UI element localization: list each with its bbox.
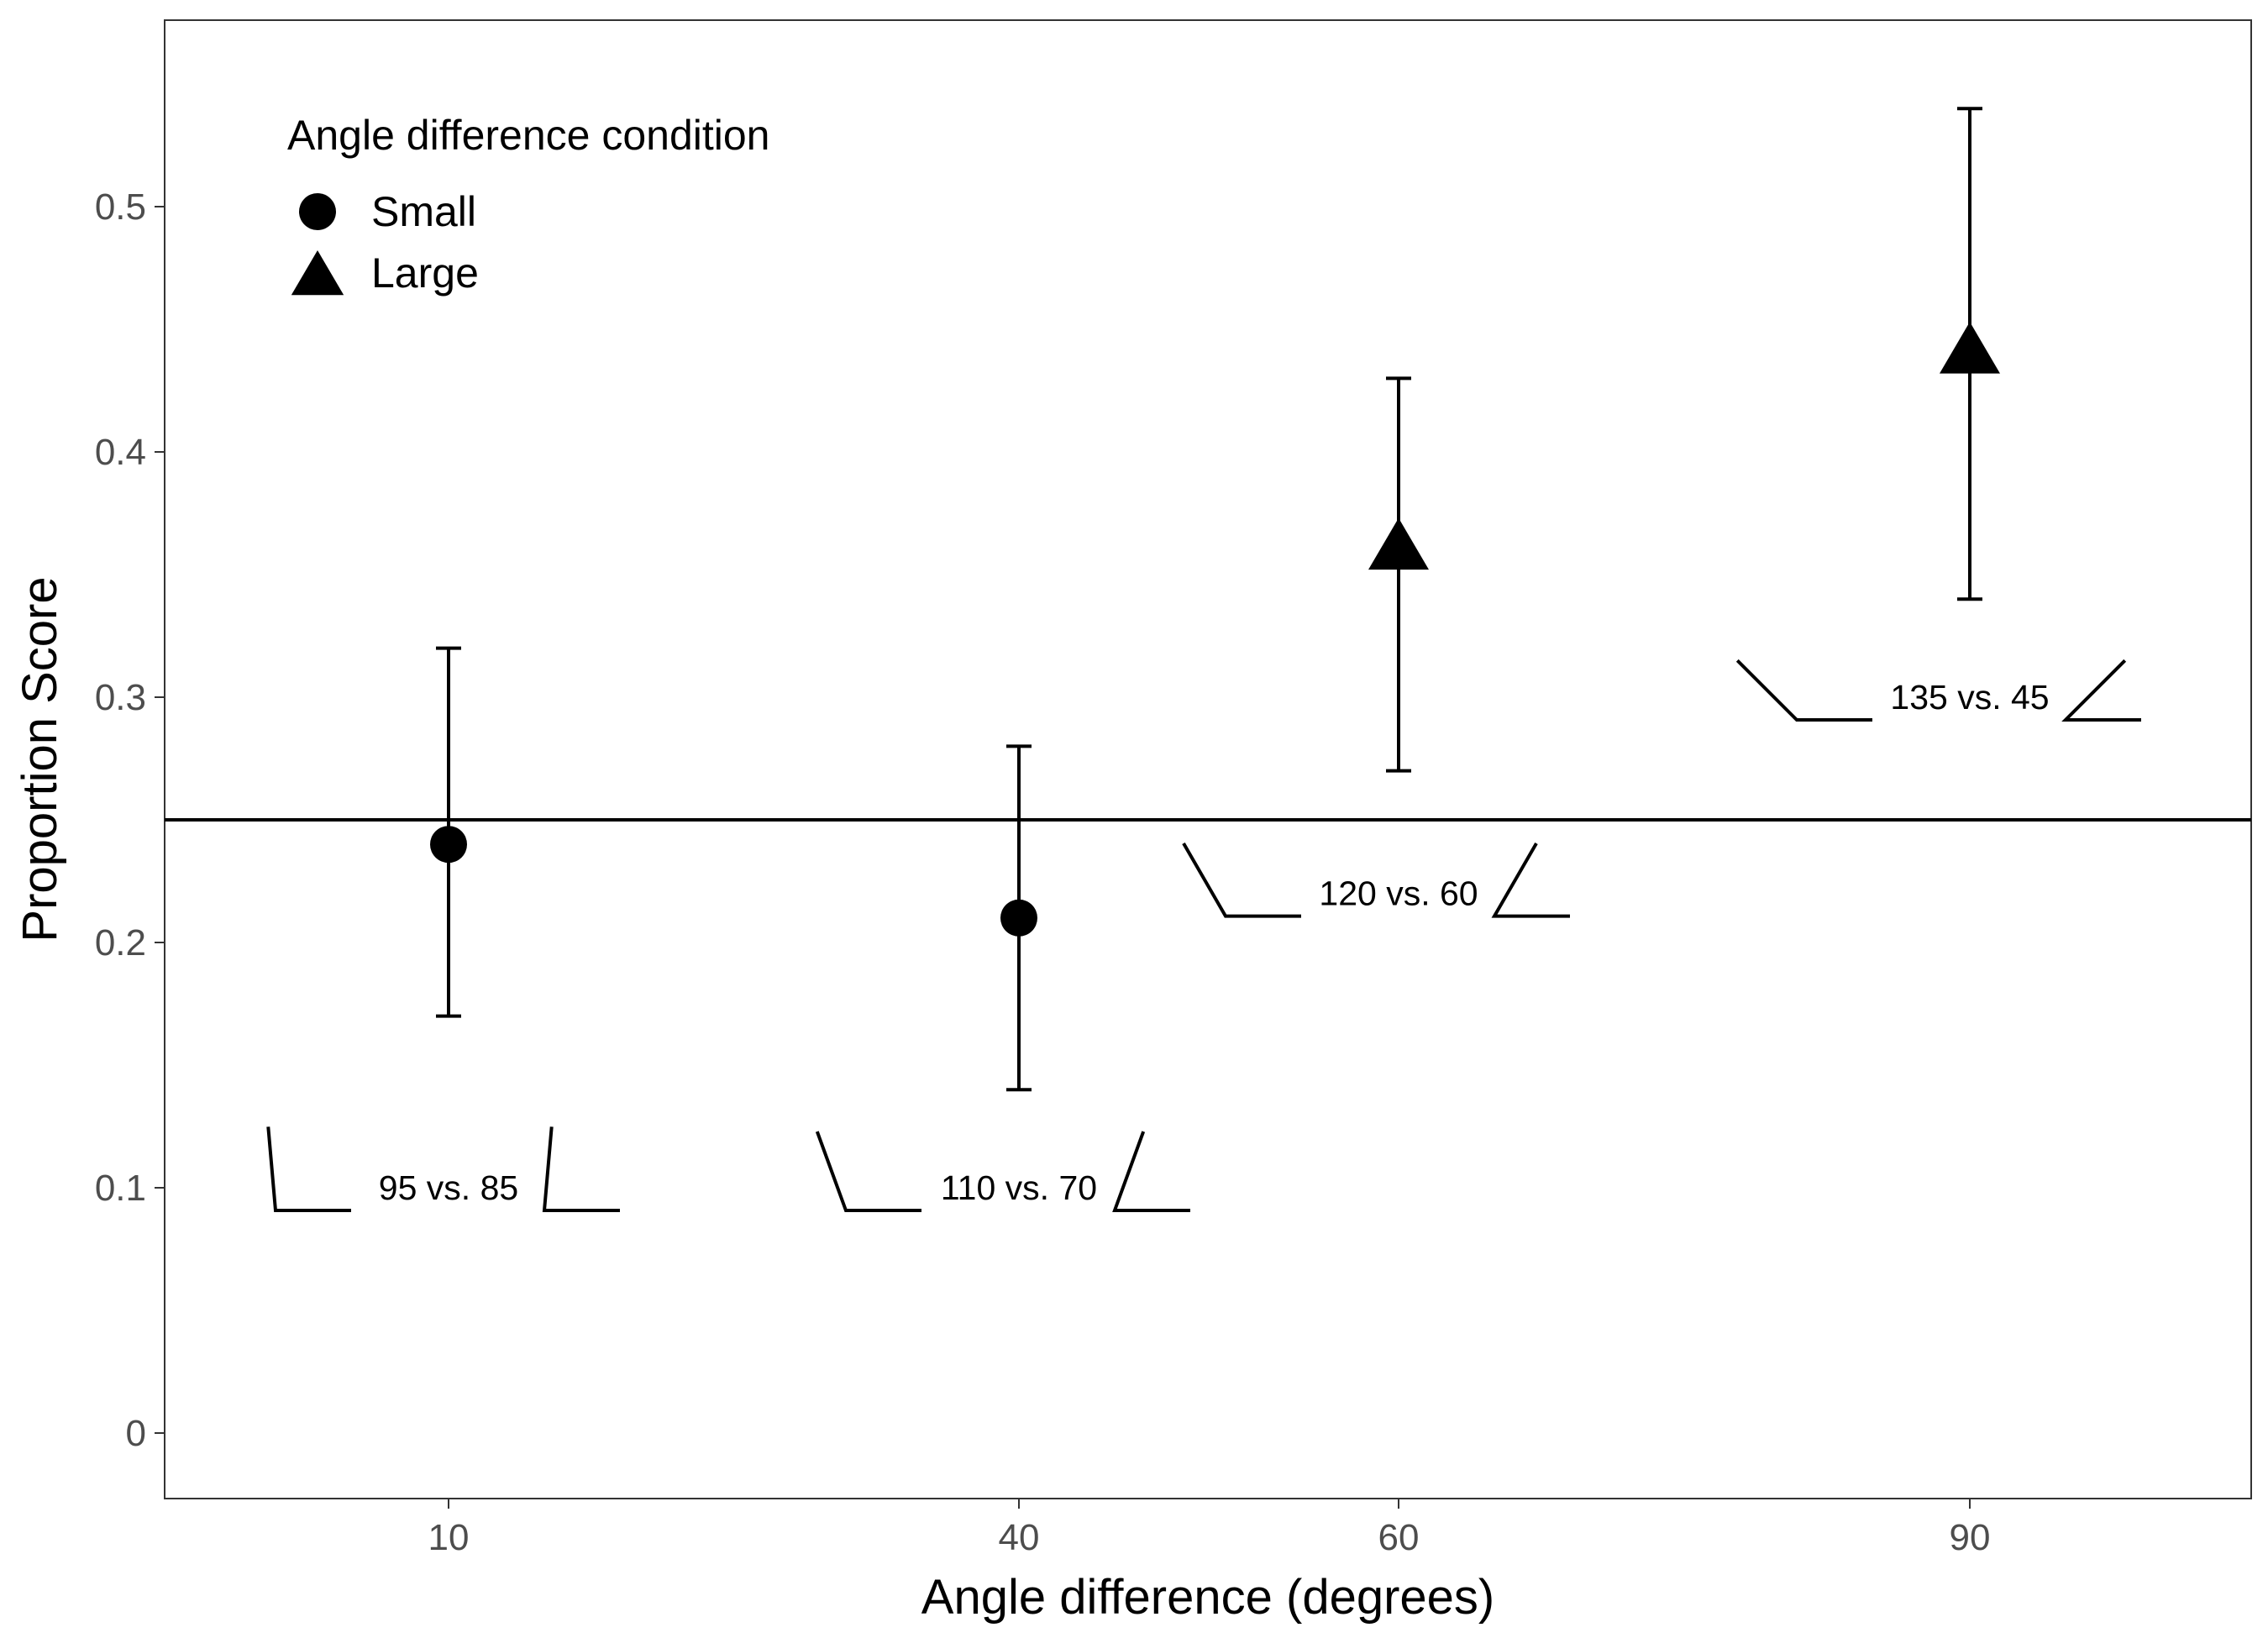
x-tick-label: 60 [1378,1517,1420,1558]
x-axis-title: Angle difference (degrees) [921,1570,1494,1625]
triangle-point [1940,322,2000,374]
legend-item: Small [299,188,476,235]
angle-annotation-label: 95 vs. 85 [379,1168,518,1207]
x-axis: 10 40 60 90 [428,1499,1991,1558]
legend: Angle difference condition Small Large [287,112,770,297]
legend-triangle-marker [291,249,344,296]
angle-annotation-label: 135 vs. 45 [1890,678,2049,717]
right-angle-glyph [2061,659,2141,722]
y-tick-label: 0.5 [95,186,146,228]
x-tick-label: 90 [1950,1517,1991,1558]
angle-annotation: 135 vs. 45 [1735,659,2141,722]
legend-circle-marker [299,193,336,230]
x-tick-label: 10 [428,1517,470,1558]
circle-point [1000,899,1037,937]
panel-border [164,19,2252,1499]
y-tick-label: 0.3 [95,677,146,718]
angle-annotations: 95 vs. 85 110 vs. 70 120 vs. 60 135 vs. 45 [266,659,2141,1212]
legend-item: Large [291,249,479,297]
angle-annotation: 110 vs. 70 [815,1131,1190,1212]
angle-annotation: 95 vs. 85 [266,1126,620,1212]
data-points [430,322,2000,937]
angle-annotation: 120 vs. 60 [1182,842,1570,918]
right-angle-glyph [1491,842,1570,918]
triangle-point [1368,517,1429,570]
y-axis-title: Proportion Score [13,576,67,942]
error-bar [1386,376,1411,773]
left-angle-glyph [1735,659,1872,722]
right-angle-glyph [1112,1131,1190,1212]
legend-label: Small [371,188,476,235]
y-tick-label: 0.1 [95,1168,146,1209]
angle-annotation-label: 110 vs. 70 [941,1168,1097,1207]
y-tick-label: 0.2 [95,922,146,963]
left-angle-glyph [266,1126,351,1212]
y-tick-label: 0.4 [95,432,146,473]
legend-title: Angle difference condition [287,112,770,159]
y-axis: 0 0.1 0.2 0.3 0.4 0.5 [95,186,165,1454]
angle-annotation-label: 120 vs. 60 [1319,874,1478,913]
right-angle-glyph [542,1126,620,1212]
left-angle-glyph [1182,842,1301,918]
legend-label: Large [371,249,479,297]
x-tick-label: 40 [999,1517,1040,1558]
left-angle-glyph [815,1131,921,1212]
y-tick-label: 0 [126,1413,146,1454]
plot-panel [164,19,2252,1499]
circle-point [430,826,467,864]
